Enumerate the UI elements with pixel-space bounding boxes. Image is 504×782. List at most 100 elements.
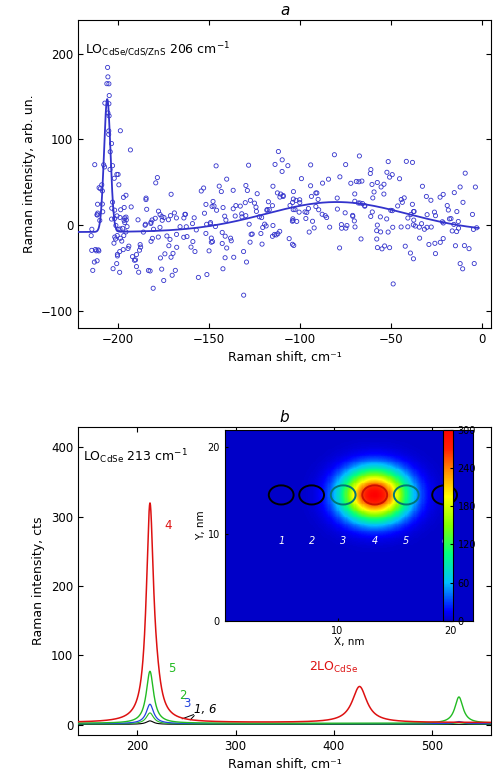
Point (274, 145, 282, 158)
Point (133, 249, 141, 261)
Point (456, 257, 464, 270)
Point (274, 228, 282, 240)
Point (336, 242, 344, 254)
Point (238, 210, 246, 223)
Point (227, 235, 235, 247)
Point (277, 188, 285, 200)
Point (349, 210, 357, 223)
Point (119, 243, 127, 256)
Point (289, 203, 297, 216)
Point (314, 203, 323, 216)
Point (136, 244, 144, 256)
Point (105, 128, 113, 141)
Point (114, 223, 122, 235)
Point (219, 263, 227, 275)
Point (148, 213, 156, 226)
Point (106, 145, 114, 158)
Point (109, 263, 117, 275)
Point (352, 175, 360, 188)
Point (146, 265, 154, 278)
Point (105, 77, 113, 90)
Point (106, 163, 114, 176)
Point (456, 181, 464, 193)
Point (95, 245, 103, 257)
Point (166, 233, 174, 246)
Point (318, 208, 326, 221)
Point (135, 266, 143, 278)
Text: 2LO$_{\mathregular{CdSe}}$: 2LO$_{\mathregular{CdSe}}$ (309, 660, 358, 675)
Point (154, 205, 162, 217)
Point (331, 149, 339, 161)
Point (151, 212, 159, 224)
Point (142, 218, 150, 231)
Point (223, 242, 231, 254)
Point (383, 166, 391, 178)
Point (263, 204, 271, 217)
Point (180, 212, 188, 224)
Point (293, 215, 301, 228)
Point (191, 246, 199, 258)
Point (230, 251, 238, 264)
Point (386, 242, 394, 254)
Point (261, 218, 269, 231)
Point (164, 213, 172, 226)
Point (438, 216, 447, 228)
Point (448, 224, 456, 237)
Point (87, 229, 95, 242)
Point (120, 212, 129, 224)
Point (383, 213, 391, 225)
Point (302, 212, 310, 224)
Point (218, 226, 226, 239)
Point (373, 242, 382, 254)
Point (461, 167, 469, 179)
Point (122, 226, 130, 239)
Point (107, 213, 115, 225)
Point (170, 206, 178, 219)
Point (387, 204, 395, 217)
Point (98, 198, 106, 210)
Point (303, 206, 311, 219)
Point (312, 200, 320, 213)
Point (278, 153, 286, 166)
Point (213, 204, 221, 217)
Point (203, 268, 211, 281)
Point (321, 210, 329, 222)
Point (101, 97, 109, 109)
Point (369, 192, 377, 204)
Point (103, 77, 111, 90)
Point (422, 190, 430, 203)
Title: b: b (280, 411, 290, 425)
X-axis label: Raman shift, cm⁻¹: Raman shift, cm⁻¹ (228, 759, 342, 772)
Point (423, 221, 431, 234)
Point (269, 219, 277, 231)
Point (131, 254, 139, 267)
Point (384, 226, 392, 239)
Point (465, 242, 473, 255)
Point (253, 205, 261, 217)
Text: 2: 2 (179, 689, 187, 702)
Point (125, 240, 133, 253)
Point (252, 201, 260, 213)
Point (289, 196, 297, 209)
Point (263, 203, 271, 216)
Point (182, 221, 191, 233)
Y-axis label: Raman intensity, arb. un.: Raman intensity, arb. un. (23, 95, 36, 253)
Point (307, 190, 316, 203)
Point (341, 206, 349, 219)
Point (113, 248, 121, 260)
Point (103, 61, 111, 74)
Point (110, 172, 118, 185)
Point (295, 206, 303, 218)
Point (323, 211, 331, 224)
Point (409, 218, 417, 231)
Point (367, 163, 375, 176)
Point (244, 159, 253, 171)
Point (160, 274, 168, 287)
Point (202, 227, 210, 239)
Point (460, 239, 468, 252)
Point (113, 210, 121, 222)
Point (91, 243, 99, 256)
Point (333, 192, 341, 204)
Point (358, 175, 366, 188)
Point (455, 222, 463, 235)
